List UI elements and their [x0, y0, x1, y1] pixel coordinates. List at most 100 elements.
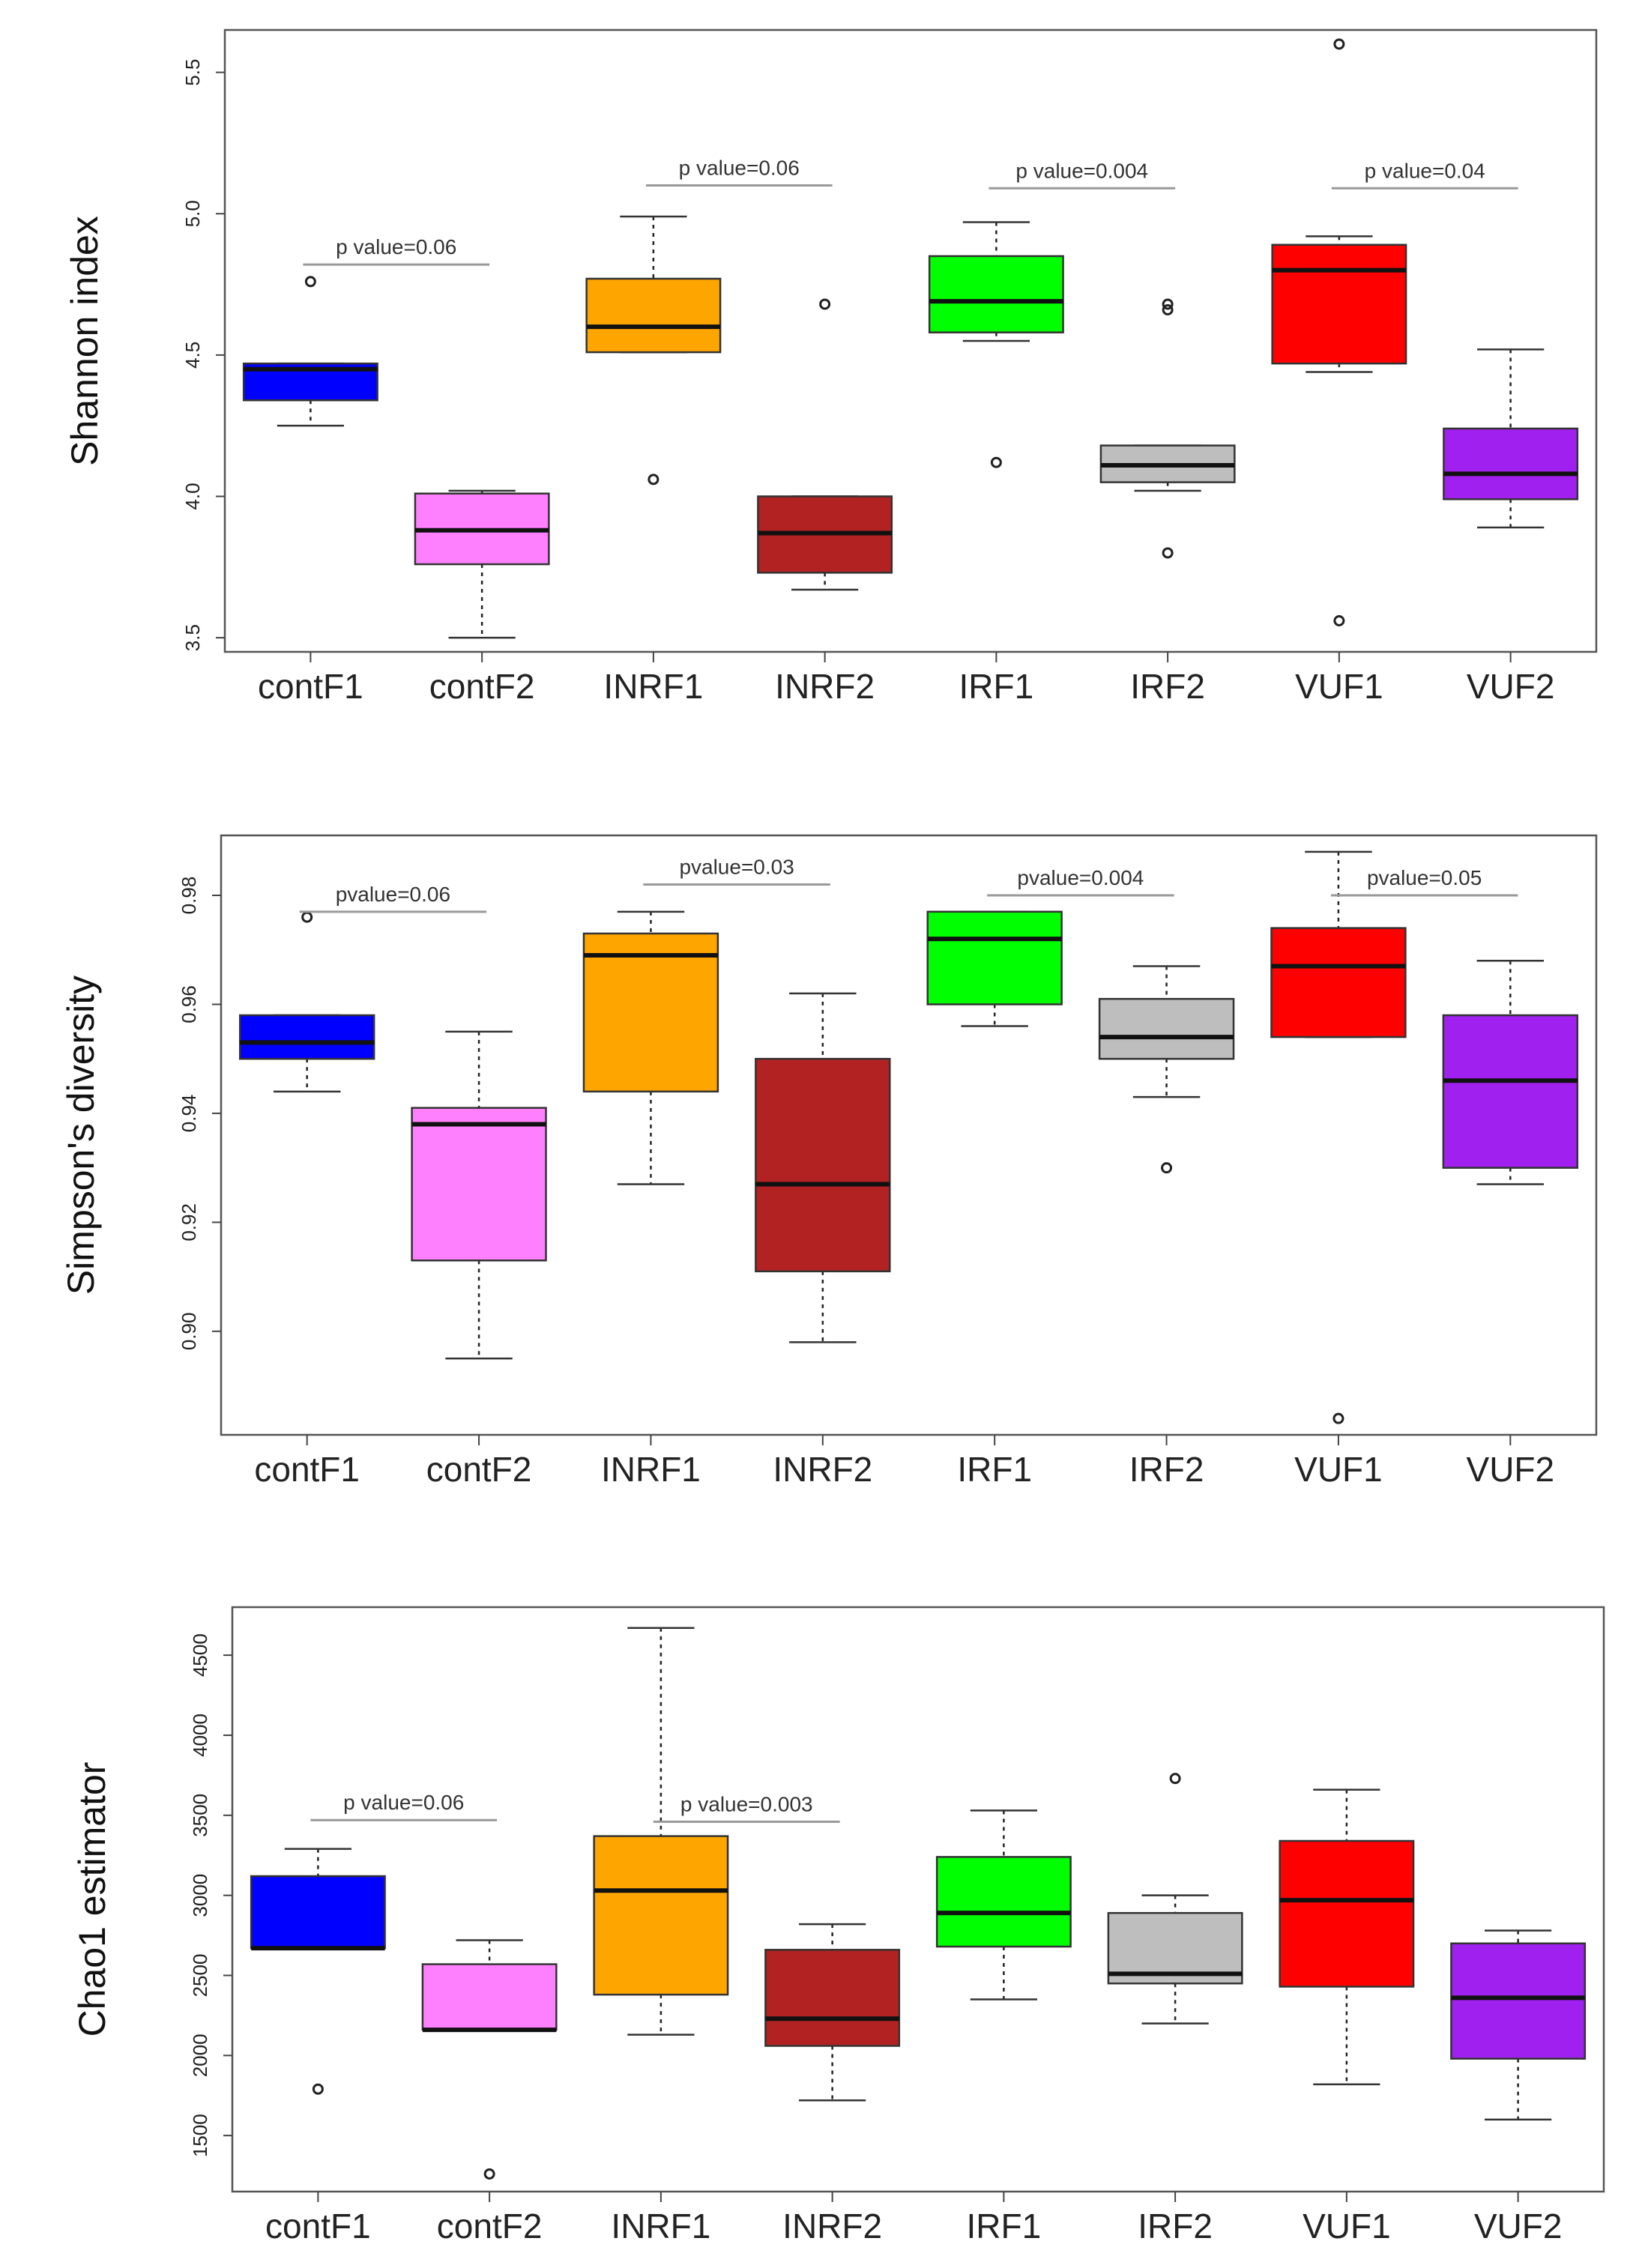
box-contF1 [242, 276, 378, 427]
plot-frame [223, 28, 1598, 653]
iqr-box [585, 277, 722, 354]
x-tick-label: contF2 [429, 667, 535, 706]
box-contF1 [250, 1848, 386, 2095]
x-tick-label: INRF1 [601, 1450, 701, 1489]
iqr-box [582, 932, 719, 1093]
pvalue-label: p value=0.04 [1365, 159, 1485, 182]
y-tick-label: 3500 [189, 1794, 211, 1837]
outlier-point [301, 911, 313, 923]
y-axis-label: Chao1 estimator [71, 1762, 113, 2037]
box-VUF2 [1450, 1929, 1587, 2121]
y-tick-label: 5.0 [181, 200, 204, 227]
pvalue-label: pvalue=0.004 [1017, 866, 1144, 889]
iqr-box [1442, 1014, 1579, 1169]
pvalue-annotation: p value=0.003 [653, 1792, 840, 1823]
pvalue-annotation: pvalue=0.03 [643, 855, 830, 886]
box-IRF1 [935, 1809, 1072, 2001]
iqr-box [935, 1856, 1072, 1948]
y-tick-label: 5.5 [181, 59, 204, 86]
x-tick-label: INRF2 [773, 1450, 872, 1489]
y-tick-label: 0.90 [178, 1313, 200, 1351]
x-tick-label: IRF1 [959, 667, 1034, 706]
x-tick-label: VUF1 [1303, 2207, 1391, 2246]
x-tick-label: VUF1 [1295, 667, 1383, 706]
x-tick-label: VUF2 [1467, 667, 1555, 706]
plot-frame [220, 834, 1598, 1436]
x-tick-label: IRF2 [1129, 1450, 1204, 1489]
pvalue-label: p value=0.06 [679, 157, 800, 180]
iqr-box [1443, 427, 1579, 501]
y-tick-label: 4.0 [181, 483, 204, 509]
box-INRF1 [585, 215, 722, 486]
pvalue-annotation: p value=0.04 [1331, 159, 1518, 190]
iqr-box [928, 255, 1064, 333]
box-VUF2 [1442, 960, 1579, 1185]
pvalue-annotation: p value=0.004 [989, 159, 1176, 190]
box-contF1 [238, 911, 375, 1093]
plot-frame [231, 1606, 1605, 2193]
iqr-box [411, 1107, 547, 1262]
y-tick-label: 1500 [189, 2114, 211, 2157]
x-tick-label: contF1 [254, 1450, 360, 1489]
y-tick-label: 4500 [189, 1633, 211, 1677]
pvalue-annotation: p value=0.06 [303, 235, 490, 266]
iqr-box [926, 910, 1063, 1006]
outlier-point [1162, 547, 1174, 559]
box-INRF2 [755, 992, 891, 1343]
pvalue-label: p value=0.06 [336, 235, 456, 258]
pvalue-label: p value=0.06 [343, 1791, 464, 1814]
y-tick-label: 4000 [189, 1714, 211, 1757]
iqr-box [1098, 997, 1235, 1060]
iqr-box [238, 1014, 375, 1060]
outlier-point [819, 298, 831, 310]
iqr-box [1270, 927, 1407, 1038]
x-tick-label: IRF2 [1138, 2207, 1213, 2246]
iqr-box [1271, 244, 1407, 365]
y-tick-label: 0.94 [178, 1095, 200, 1133]
iqr-box [755, 1057, 891, 1273]
x-tick-label: IRF1 [967, 2207, 1042, 2246]
outlier-point [1169, 1773, 1181, 1785]
box-IRF1 [926, 910, 1063, 1027]
box-INRF2 [764, 1923, 901, 2102]
y-tick-label: 2000 [189, 2033, 211, 2077]
outlier-point [990, 456, 1002, 468]
x-tick-label: VUF2 [1474, 2207, 1563, 2246]
y-tick-label: 4.5 [181, 342, 204, 369]
x-tick-label: INRF2 [782, 2207, 882, 2246]
outlier-point [1162, 298, 1174, 310]
box-contF2 [421, 1939, 558, 2180]
iqr-box [1450, 1942, 1587, 2060]
outlier-point [312, 2083, 324, 2095]
box-VUF1 [1270, 850, 1407, 1424]
y-tick-label: 3000 [189, 1874, 211, 1917]
y-tick-label: 0.98 [178, 877, 200, 915]
iqr-box [1279, 1839, 1415, 1988]
outlier-point [1161, 1162, 1173, 1174]
pvalue-label: p value=0.004 [1015, 159, 1148, 182]
chart-panel-1: 3.5 4.0 4.5 5.0 5.5 Shannon index contF1 contF2… [64, 28, 1598, 706]
y-tick-label: 0.96 [178, 985, 200, 1023]
x-tick-label: IRF2 [1130, 667, 1205, 706]
pvalue-annotation: pvalue=0.05 [1330, 866, 1518, 897]
outlier-point [648, 474, 659, 486]
x-tick-label: INRF1 [611, 2207, 710, 2246]
x-tick-label: IRF1 [957, 1450, 1032, 1489]
x-tick-label: contF2 [426, 1450, 532, 1489]
chart-panel-3: 1500 2000 2500 3000 3500 4000 4500 Chao1 estima… [71, 1606, 1605, 2246]
x-tick-label: INRF1 [603, 667, 703, 706]
box-INRF1 [593, 1627, 729, 2036]
outlier-point [304, 276, 316, 288]
x-tick-label: contF1 [265, 2207, 371, 2246]
pvalue-annotation: p value=0.06 [310, 1791, 498, 1821]
y-axis-label: Shannon index [64, 216, 106, 466]
y-tick-label: 0.92 [178, 1203, 200, 1242]
pvalue-label: pvalue=0.03 [679, 855, 794, 878]
box-IRF1 [928, 221, 1064, 468]
box-IRF2 [1098, 965, 1235, 1174]
x-tick-label: INRF2 [775, 667, 875, 706]
box-INRF1 [582, 910, 719, 1185]
pvalue-label: pvalue=0.06 [336, 883, 450, 906]
x-tick-label: contF1 [258, 667, 363, 706]
